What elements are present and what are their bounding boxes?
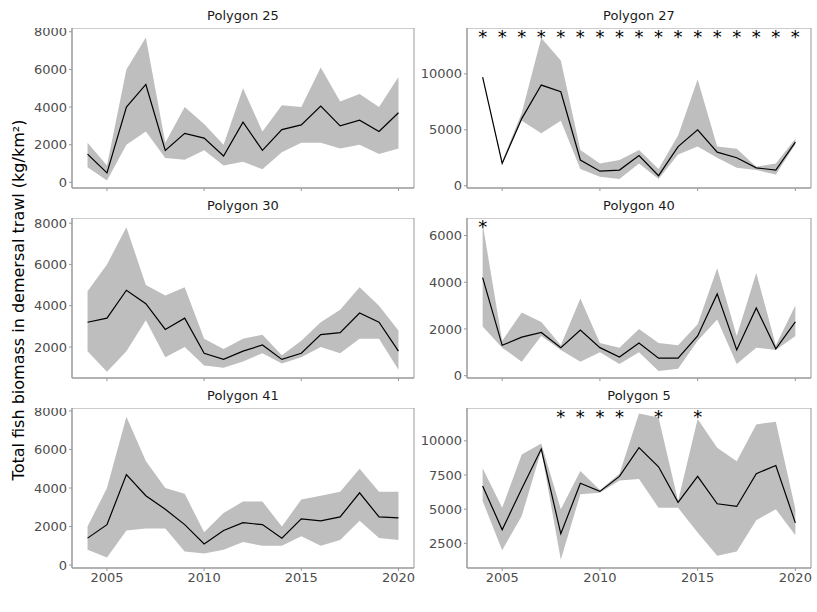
svg-text:8000: 8000 (34, 218, 67, 231)
svg-text:4000: 4000 (34, 100, 67, 115)
svg-text:*: * (732, 28, 741, 47)
svg-text:2015: 2015 (285, 570, 318, 585)
svg-text:2500: 2500 (429, 536, 462, 551)
svg-text:0: 0 (454, 368, 462, 383)
svg-text:2000: 2000 (429, 322, 462, 337)
svg-text:4000: 4000 (34, 298, 67, 313)
svg-text:2010: 2010 (583, 570, 616, 585)
svg-text:2015: 2015 (681, 570, 714, 585)
html-text:Polygon 41: Polygon 41 (207, 388, 279, 403)
svg-text:*: * (517, 28, 526, 47)
svg-text:6000: 6000 (34, 257, 67, 272)
svg-text:4000: 4000 (429, 275, 462, 290)
svg-text:0: 0 (454, 178, 462, 193)
html-text:Total fish biomass in demersal: Total fish biomass in demersal trawl (kg… (8, 119, 28, 481)
svg-text:*: * (537, 28, 546, 47)
html-text:Polygon 27: Polygon 27 (603, 8, 675, 23)
svg-text:*: * (635, 28, 644, 47)
svg-text:*: * (771, 28, 780, 47)
svg-text:2020: 2020 (382, 570, 415, 585)
html-text:Polygon 5: Polygon 5 (607, 388, 671, 403)
svg-text:0: 0 (59, 175, 67, 190)
svg-text:*: * (654, 28, 663, 47)
svg-text:2000: 2000 (34, 519, 67, 534)
svg-text:2010: 2010 (188, 570, 221, 585)
svg-text:*: * (556, 28, 565, 47)
svg-text:*: * (713, 28, 722, 47)
svg-text:*: * (595, 28, 604, 47)
svg-text:5000: 5000 (429, 122, 462, 137)
html-text:Polygon 25: Polygon 25 (207, 8, 279, 23)
svg-text:2000: 2000 (34, 340, 67, 355)
svg-text:8000: 8000 (34, 408, 67, 419)
svg-text:6000: 6000 (34, 62, 67, 77)
svg-text:6000: 6000 (429, 228, 462, 243)
svg-text:*: * (595, 408, 604, 427)
svg-text:2005: 2005 (486, 570, 519, 585)
html-text:Polygon 30: Polygon 30 (207, 198, 279, 213)
svg-text:*: * (576, 408, 585, 427)
svg-text:*: * (674, 28, 683, 47)
svg-text:7500: 7500 (429, 468, 462, 483)
svg-text:10000: 10000 (421, 433, 462, 448)
svg-text:4000: 4000 (34, 481, 67, 496)
svg-text:2005: 2005 (90, 570, 123, 585)
svg-text:*: * (478, 218, 487, 237)
svg-text:*: * (654, 408, 663, 427)
svg-text:*: * (615, 28, 624, 47)
svg-text:0: 0 (59, 558, 67, 573)
svg-text:5000: 5000 (429, 502, 462, 517)
svg-text:*: * (615, 408, 624, 427)
svg-text:*: * (478, 28, 487, 47)
svg-text:8000: 8000 (34, 28, 67, 39)
svg-text:*: * (693, 28, 702, 47)
svg-text:*: * (791, 28, 800, 47)
html-text:Polygon 40: Polygon 40 (603, 198, 675, 213)
svg-text:6000: 6000 (34, 442, 67, 457)
svg-text:*: * (498, 28, 507, 47)
svg-text:*: * (693, 408, 702, 427)
svg-text:10000: 10000 (421, 66, 462, 81)
svg-text:*: * (576, 28, 585, 47)
svg-text:2000: 2000 (34, 137, 67, 152)
svg-text:*: * (556, 408, 565, 427)
svg-text:*: * (752, 28, 761, 47)
svg-text:2020: 2020 (779, 570, 809, 585)
